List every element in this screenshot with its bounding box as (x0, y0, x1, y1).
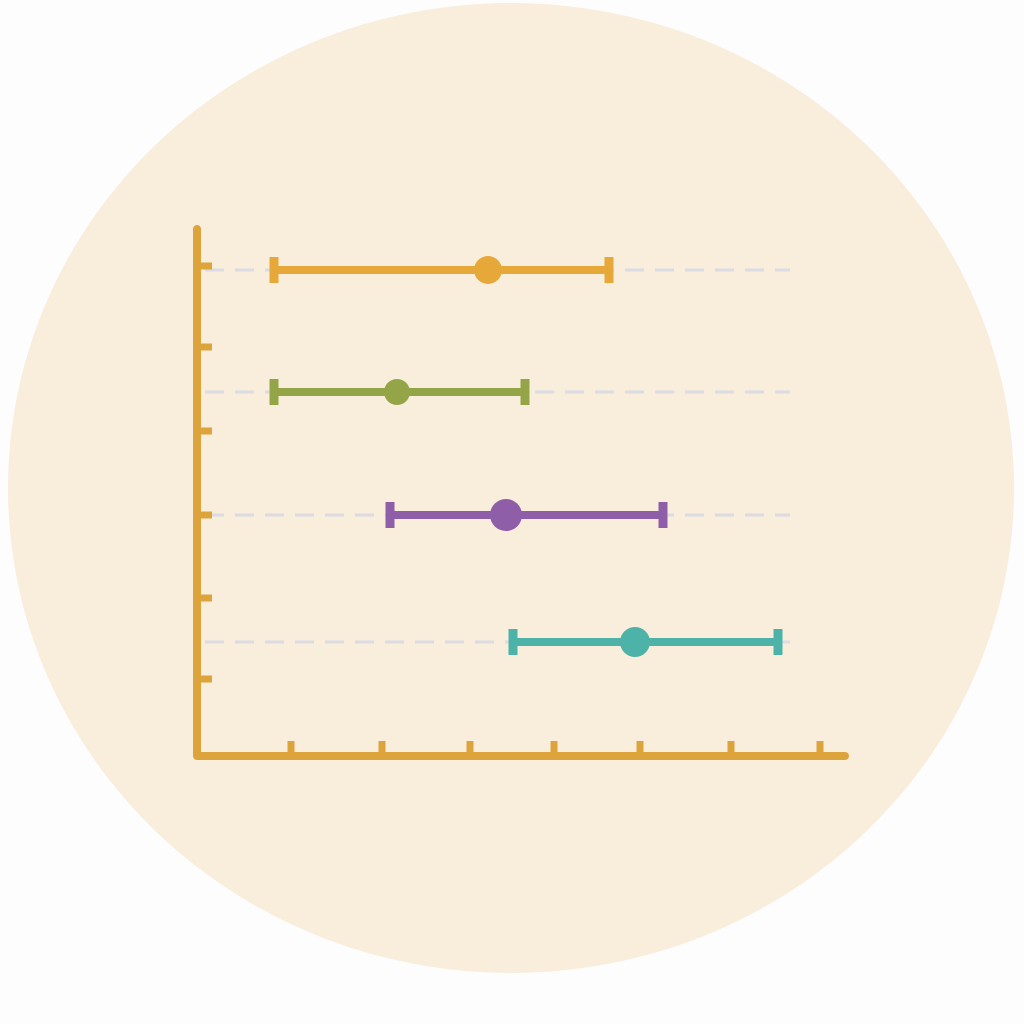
series-3-errorbar (385, 499, 668, 531)
series-1-errorbar (269, 256, 614, 284)
axis-spine (193, 225, 849, 760)
series-group (269, 256, 783, 657)
series-4-mean-dot (620, 627, 650, 657)
series-2-errorbar (269, 379, 530, 405)
circle-backdrop (8, 3, 1014, 973)
series-2-mean-dot (384, 379, 410, 405)
series-1-mean-dot (474, 256, 502, 284)
series-4-errorbar (508, 627, 783, 657)
series-3-mean-dot (490, 499, 522, 531)
axes-group (193, 225, 849, 760)
